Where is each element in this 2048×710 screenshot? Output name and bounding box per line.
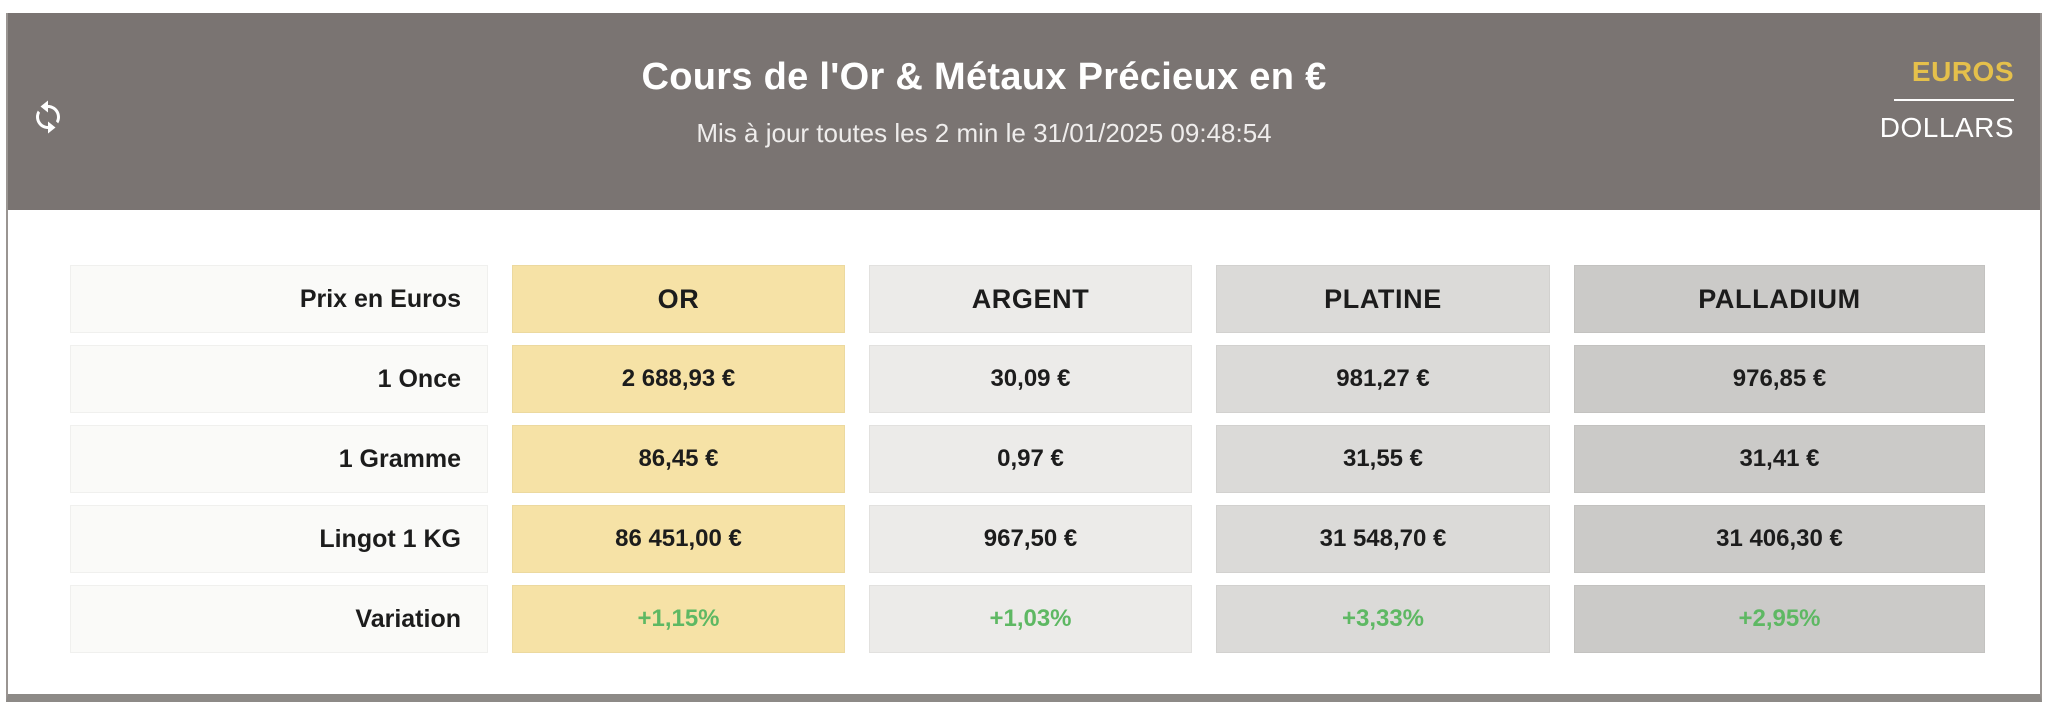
header-center: Cours de l'Or & Métaux Précieux en € Mis… <box>8 13 1840 210</box>
variation-palladium: +2,95% <box>1574 585 1985 653</box>
variation-argent: +1,03% <box>869 585 1192 653</box>
refresh-icon <box>36 100 60 134</box>
variation-platine: +3,33% <box>1216 585 1550 653</box>
variation-or: +1,15% <box>512 585 845 653</box>
column-header-platine: PLATINE <box>1216 265 1550 333</box>
row-label-gramme: 1 Gramme <box>70 425 488 493</box>
currency-option-euros[interactable]: EUROS <box>1911 56 2014 87</box>
table-corner-label: Prix en Euros <box>70 265 488 333</box>
page-title: Cours de l'Or & Métaux Précieux en € <box>641 56 1327 98</box>
gold-price-widget: Cours de l'Or & Métaux Précieux en € Mis… <box>6 13 2042 702</box>
price-or-once: 2 688,93 € <box>512 345 845 413</box>
price-palladium-gramme: 31,41 € <box>1574 425 1985 493</box>
price-argent-lingot: 967,50 € <box>869 505 1192 573</box>
currency-option-dollars[interactable]: DOLLARS <box>1879 112 2014 143</box>
column-header-argent: ARGENT <box>869 265 1192 333</box>
row-label-once: 1 Once <box>70 345 488 413</box>
row-label-variation: Variation <box>70 585 488 653</box>
price-palladium-lingot: 31 406,30 € <box>1574 505 1985 573</box>
column-header-palladium: PALLADIUM <box>1574 265 1985 333</box>
price-platine-lingot: 31 548,70 € <box>1216 505 1550 573</box>
price-palladium-once: 976,85 € <box>1574 345 1985 413</box>
currency-divider <box>1894 99 2014 101</box>
currency-toggle: EUROS DOLLARS <box>1840 13 2040 210</box>
price-or-gramme: 86,45 € <box>512 425 845 493</box>
price-argent-gramme: 0,97 € <box>869 425 1192 493</box>
last-updated-text: Mis à jour toutes les 2 min le 31/01/202… <box>696 118 1272 148</box>
price-or-lingot: 86 451,00 € <box>512 505 845 573</box>
price-argent-once: 30,09 € <box>869 345 1192 413</box>
price-table: Prix en Euros OR ARGENT PLATINE PALLADIU… <box>70 265 1985 653</box>
widget-header: Cours de l'Or & Métaux Précieux en € Mis… <box>8 13 2040 210</box>
row-label-lingot: Lingot 1 KG <box>70 505 488 573</box>
column-header-or: OR <box>512 265 845 333</box>
refresh-button[interactable] <box>30 97 70 137</box>
price-platine-gramme: 31,55 € <box>1216 425 1550 493</box>
price-platine-once: 981,27 € <box>1216 345 1550 413</box>
